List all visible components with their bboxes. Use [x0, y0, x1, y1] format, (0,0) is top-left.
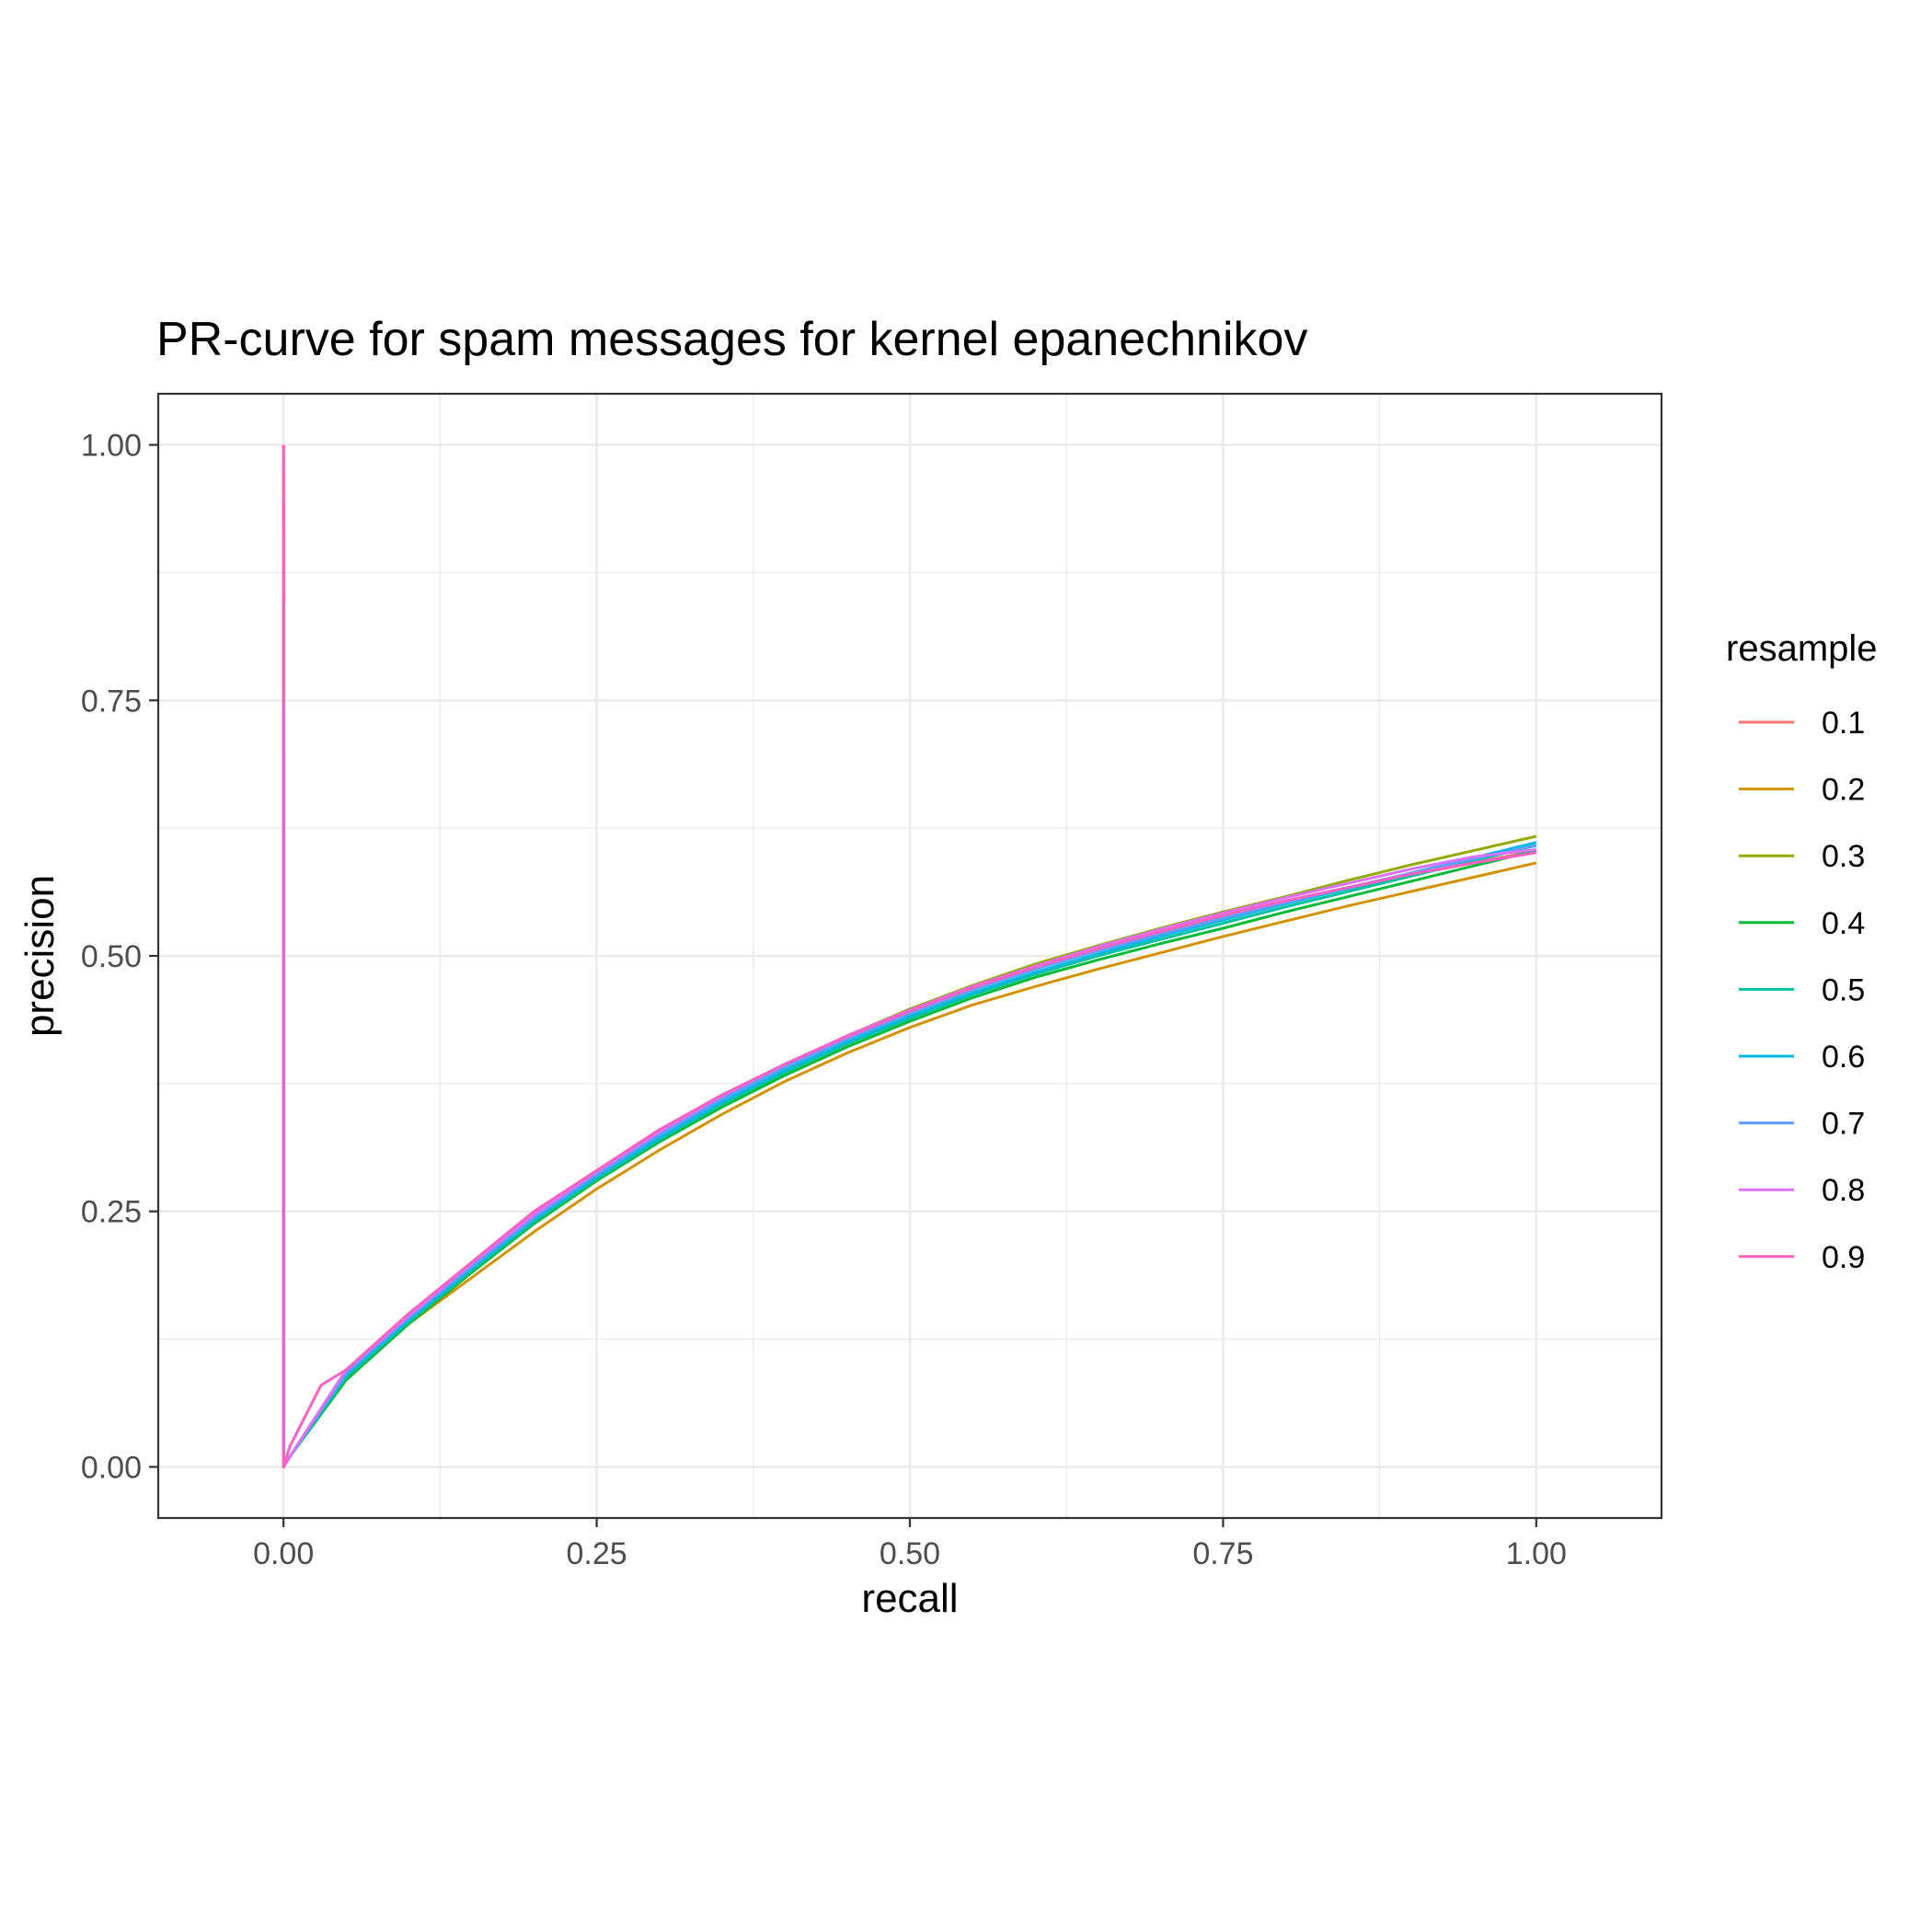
y-tick-label: 0.75	[81, 684, 142, 719]
legend-items: 0.1 0.2 0.3 0.4 0.5 0.6 0.7 0.8 0.9	[1739, 706, 1865, 1275]
y-tick-label: 0.25	[81, 1195, 142, 1230]
legend-label: 0.2	[1822, 773, 1865, 808]
legend-label: 0.3	[1822, 839, 1865, 874]
legend-label: 0.1	[1822, 706, 1865, 741]
legend-label: 0.5	[1822, 972, 1865, 1007]
y-tick-label: 1.00	[81, 429, 142, 464]
x-tick-label: 0.75	[1192, 1536, 1253, 1571]
major-gridlines	[158, 394, 1662, 1518]
legend-label: 0.7	[1822, 1107, 1865, 1142]
series-line-0-9	[282, 444, 1537, 1468]
x-axis: 0.00 0.25 0.50 0.75 1.00	[253, 1518, 1567, 1571]
y-tick-label: 0.00	[81, 1450, 142, 1485]
x-tick-label: 1.00	[1506, 1536, 1567, 1571]
legend-title: resample	[1726, 628, 1878, 669]
series-line-0-4	[282, 598, 1537, 1468]
y-axis-title: precision	[17, 875, 63, 1037]
x-tick-label: 0.25	[566, 1536, 627, 1571]
legend-label: 0.6	[1822, 1040, 1865, 1075]
legend-label: 0.9	[1822, 1240, 1865, 1275]
legend-label: 0.8	[1822, 1173, 1865, 1208]
x-tick-label: 0.50	[880, 1536, 940, 1571]
x-axis-title: recall	[861, 1576, 958, 1621]
y-axis: 0.00 0.25 0.50 0.75 1.00	[81, 429, 158, 1485]
x-tick-label: 0.00	[253, 1536, 314, 1571]
series-line-0-5	[282, 690, 1537, 1468]
legend: resample 0.1 0.2 0.3 0.4 0.5 0.6 0.7 0.8 0.9	[1726, 628, 1878, 1275]
chart-title: PR-curve for spam messages for kernel ep…	[156, 313, 1307, 366]
series-lines	[282, 444, 1537, 1468]
y-tick-label: 0.50	[81, 939, 142, 974]
legend-label: 0.4	[1822, 906, 1865, 941]
